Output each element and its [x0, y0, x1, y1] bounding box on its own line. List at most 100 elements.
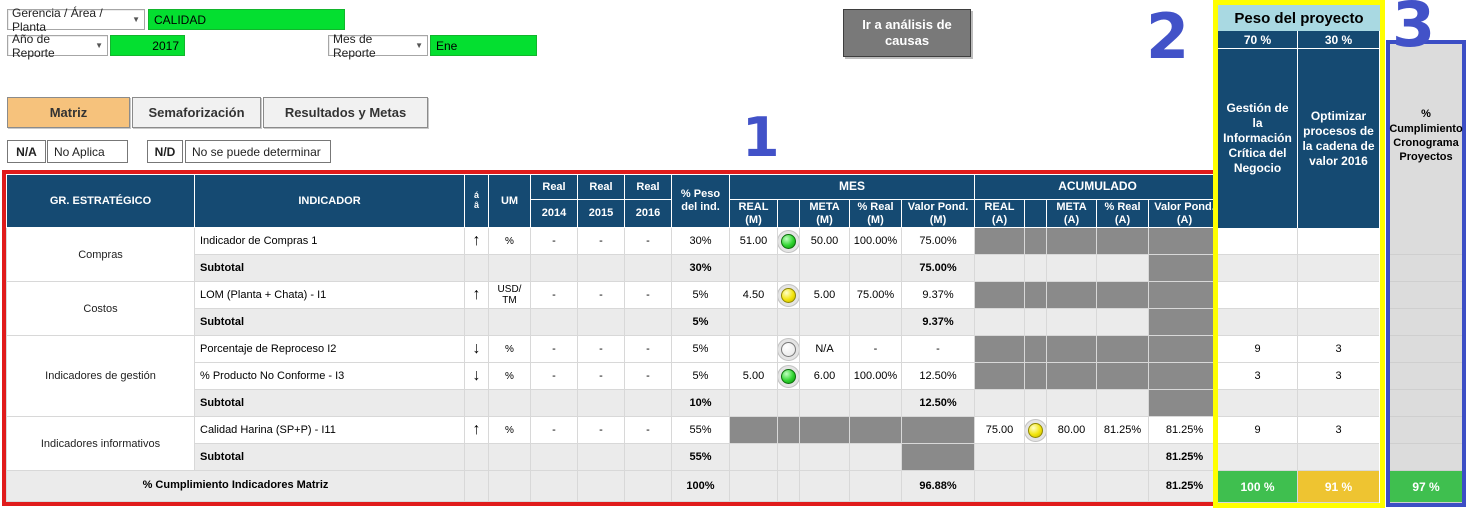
blocked-cell[interactable] [900, 443, 976, 471]
mes-value-field[interactable]: Ene [430, 35, 537, 56]
up-arrow-icon[interactable]: ↑ [464, 281, 489, 309]
p70-cell[interactable] [1218, 309, 1298, 336]
real-2014-cell[interactable]: - [530, 227, 578, 255]
cell[interactable] [799, 389, 850, 417]
subtotal-label-cell[interactable]: Subtotal [194, 308, 465, 336]
mes-valor-pond-cell[interactable]: 12.50% [900, 362, 976, 390]
down-arrow-icon[interactable]: ↓ [464, 335, 489, 363]
blocked-cell[interactable] [1096, 362, 1150, 390]
p70-cell[interactable] [1218, 444, 1298, 471]
real-2016-cell[interactable]: - [624, 281, 672, 309]
cell[interactable] [1096, 470, 1150, 502]
real-2016-cell[interactable]: - [624, 416, 672, 444]
real-2015-cell[interactable]: - [577, 227, 625, 255]
subtotal-label-cell[interactable]: Subtotal [194, 443, 465, 471]
indicator-name-cell[interactable]: LOM (Planta + Chata) - I1 [194, 281, 465, 309]
real-2016-cell[interactable]: - [624, 227, 672, 255]
cron-cell[interactable] [1390, 282, 1462, 309]
acum-valor-pond-cell[interactable]: 81.25% [1148, 416, 1222, 444]
cell[interactable] [488, 470, 531, 502]
blocked-cell[interactable] [1046, 362, 1098, 390]
blocked-cell[interactable] [1096, 227, 1150, 255]
cell[interactable] [729, 443, 778, 471]
blocked-cell[interactable] [1024, 281, 1048, 309]
mes-meta-cell[interactable]: 6.00 [799, 362, 850, 390]
cell[interactable] [624, 443, 672, 471]
p30-cell[interactable] [1298, 255, 1379, 282]
cell[interactable] [464, 308, 489, 336]
cell[interactable] [530, 443, 578, 471]
cell[interactable] [777, 470, 800, 502]
p70-cell[interactable] [1218, 255, 1298, 282]
mes-pct-real-cell[interactable]: 100.00% [849, 227, 902, 255]
cell[interactable] [1096, 389, 1150, 417]
cell[interactable] [464, 254, 489, 282]
p70-total-cell[interactable]: 100 % [1218, 471, 1298, 503]
peso-cell[interactable]: 55% [671, 416, 730, 444]
cell[interactable] [464, 443, 489, 471]
cell[interactable] [624, 389, 672, 417]
blocked-cell[interactable] [974, 362, 1026, 390]
mes-valor-pond-cell[interactable]: 9.37% [900, 281, 976, 309]
blocked-cell[interactable] [1024, 362, 1048, 390]
cell[interactable] [577, 389, 625, 417]
cron-cell[interactable] [1390, 444, 1462, 471]
cell[interactable] [1024, 470, 1048, 502]
peso-subtotal-cell[interactable]: 5% [671, 308, 730, 336]
blocked-cell[interactable] [729, 416, 778, 444]
p70-cell[interactable] [1218, 390, 1298, 417]
cell[interactable] [974, 443, 1026, 471]
cell[interactable] [1046, 470, 1098, 502]
um-cell[interactable]: % [488, 335, 531, 363]
blocked-cell[interactable] [1096, 281, 1150, 309]
tab-semaforizacion[interactable]: Semaforización [132, 97, 261, 128]
cell[interactable] [729, 308, 778, 336]
p30-cell[interactable] [1298, 444, 1379, 471]
cron-cell[interactable] [1390, 417, 1462, 444]
cell[interactable] [488, 389, 531, 417]
real-2014-cell[interactable]: - [530, 362, 578, 390]
blocked-cell[interactable] [974, 281, 1026, 309]
acum-meta-cell[interactable]: 80.00 [1046, 416, 1098, 444]
p70-cell[interactable]: 3 [1218, 363, 1298, 390]
blocked-cell[interactable] [799, 416, 850, 444]
blocked-cell[interactable] [1046, 335, 1098, 363]
up-arrow-icon[interactable]: ↑ [464, 416, 489, 444]
real-2015-cell[interactable]: - [577, 416, 625, 444]
cell[interactable] [530, 254, 578, 282]
anio-dropdown[interactable]: Año de Reporte ▼ [7, 32, 108, 60]
mes-dropdown[interactable]: Mes de Reporte ▼ [328, 32, 428, 60]
peso-total-cell[interactable]: 100% [671, 470, 730, 502]
real-2015-cell[interactable]: - [577, 362, 625, 390]
p30-cell[interactable]: 3 [1298, 336, 1379, 363]
acum-real-cell[interactable]: 75.00 [974, 416, 1026, 444]
real-2015-cell[interactable]: - [577, 335, 625, 363]
cell[interactable] [530, 470, 578, 502]
cell[interactable] [464, 470, 489, 502]
cell[interactable] [577, 254, 625, 282]
indicator-name-cell[interactable]: Porcentaje de Reproceso I2 [194, 335, 465, 363]
cron-cell[interactable] [1390, 255, 1462, 282]
cell[interactable] [1024, 443, 1048, 471]
gerencia-value-field[interactable]: CALIDAD [148, 9, 345, 30]
acum-valor-subtotal-cell[interactable]: 81.25% [1148, 443, 1222, 471]
cell[interactable] [577, 308, 625, 336]
cell[interactable] [777, 254, 800, 282]
p70-cell[interactable] [1218, 282, 1298, 309]
cell[interactable] [974, 470, 1026, 502]
blocked-cell[interactable] [1148, 308, 1222, 336]
blocked-cell[interactable] [974, 227, 1026, 255]
group-cell[interactable]: Compras [6, 227, 195, 282]
p30-total-cell[interactable]: 91 % [1298, 471, 1379, 503]
cell[interactable] [729, 389, 778, 417]
p30-cell[interactable] [1298, 309, 1379, 336]
p70-cell[interactable]: 9 [1218, 417, 1298, 444]
cell[interactable] [624, 470, 672, 502]
real-2015-cell[interactable]: - [577, 281, 625, 309]
cron-cell[interactable] [1390, 390, 1462, 417]
real-2016-cell[interactable]: - [624, 335, 672, 363]
acum-pct-real-cell[interactable]: 81.25% [1096, 416, 1150, 444]
cell[interactable] [777, 308, 800, 336]
p70-cell[interactable]: 9 [1218, 336, 1298, 363]
real-2016-cell[interactable]: - [624, 362, 672, 390]
